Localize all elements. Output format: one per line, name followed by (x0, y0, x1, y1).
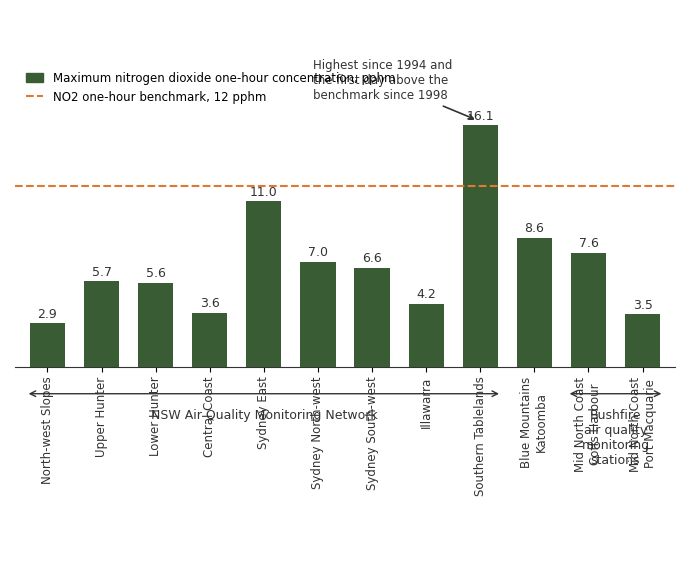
Text: 4.2: 4.2 (416, 288, 436, 302)
Bar (138, 282, 173, 367)
Text: 3.5: 3.5 (633, 299, 653, 312)
Text: 2.9: 2.9 (37, 308, 57, 321)
Bar (84, 281, 119, 367)
Text: Highest since 1994 and
the first day above the
benchmark since 1998: Highest since 1994 and the first day abo… (313, 59, 473, 119)
Bar (408, 304, 444, 367)
Text: 7.6: 7.6 (578, 237, 598, 250)
Legend: Maximum nitrogen dioxide one-hour concentration, pphm, NO2 one-hour benchmark, 1: Maximum nitrogen dioxide one-hour concen… (21, 67, 400, 109)
Text: NSW Air Quality Monitoring Network: NSW Air Quality Monitoring Network (150, 409, 377, 422)
Text: 8.6: 8.6 (524, 223, 544, 235)
Bar (517, 238, 552, 367)
Text: 3.6: 3.6 (200, 297, 219, 310)
Bar (355, 267, 390, 367)
Text: Bushfire
air quality
monitoring
stations: Bushfire air quality monitoring stations (582, 409, 649, 467)
Bar (571, 253, 606, 367)
Bar (193, 313, 227, 367)
Text: 5.6: 5.6 (146, 267, 166, 280)
Text: 5.7: 5.7 (92, 266, 112, 279)
Bar (30, 323, 65, 367)
Bar (300, 261, 335, 367)
Text: 16.1: 16.1 (466, 110, 494, 123)
Text: 7.0: 7.0 (308, 246, 328, 259)
Bar (463, 125, 497, 367)
Bar (625, 314, 660, 367)
Bar (246, 202, 282, 367)
Text: 6.6: 6.6 (362, 252, 382, 266)
Text: 11.0: 11.0 (250, 186, 278, 199)
